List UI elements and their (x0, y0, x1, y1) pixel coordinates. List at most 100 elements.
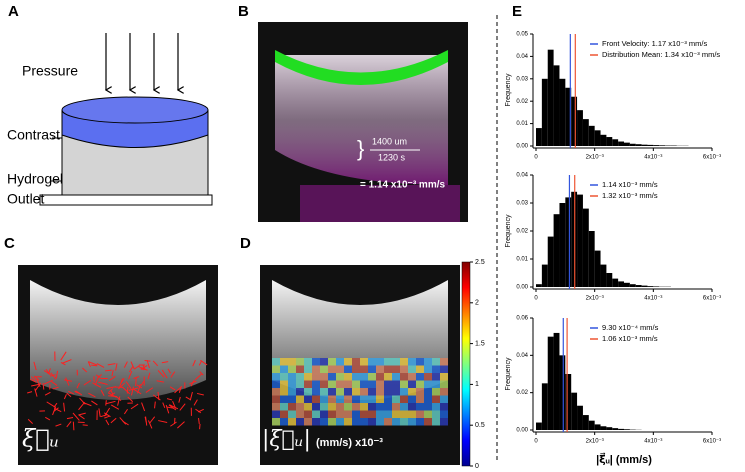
map-cell (304, 403, 312, 411)
x-tick-label: 2x10⁻³ (586, 155, 604, 161)
vector (147, 372, 151, 380)
panel-letter: D (240, 235, 251, 252)
map-cell (376, 373, 384, 381)
vector (125, 381, 132, 390)
bar (624, 429, 630, 430)
bar (547, 49, 554, 146)
legend-label: 1.32 x10⁻³ mm/s (602, 191, 658, 200)
map-cell (312, 403, 320, 411)
map-cell (376, 380, 384, 388)
vector (100, 389, 105, 397)
map-cell (416, 410, 424, 418)
vector (158, 420, 168, 423)
map-cell (328, 365, 336, 373)
symbol: ξ⃗ᵤ (22, 425, 59, 453)
map-cell (408, 365, 416, 373)
map-cell (384, 365, 392, 373)
map-cell (328, 403, 336, 411)
map-cell (288, 403, 296, 411)
vector (130, 386, 134, 396)
colorbar-tick-label: 1 (475, 381, 479, 388)
vector (27, 418, 33, 424)
map-cell (320, 358, 328, 366)
colorbar-tick-label: 0 (475, 463, 479, 470)
y-tick-label: 0.01 (516, 257, 528, 263)
vector (78, 401, 86, 411)
map-cell (376, 410, 384, 418)
y-tick-label: 0.02 (516, 229, 528, 235)
map-cell (416, 380, 424, 388)
vector (152, 360, 159, 367)
map-cell (336, 388, 344, 396)
numerator: 1400 um (372, 136, 407, 146)
bar (659, 145, 666, 146)
bar (624, 282, 630, 287)
bar (553, 332, 560, 430)
vector (161, 369, 168, 379)
map-cell (440, 388, 448, 396)
map-cell (384, 410, 392, 418)
vector (123, 361, 128, 368)
vector (45, 416, 51, 421)
map-cell (312, 410, 320, 418)
map-cell (328, 418, 336, 426)
map-cell (408, 358, 416, 366)
vector (144, 416, 147, 423)
vector (156, 380, 165, 383)
label: Pressure (22, 63, 78, 79)
vector (178, 396, 181, 403)
map-cell (416, 365, 424, 373)
map-cell (344, 373, 352, 381)
vector (52, 406, 57, 416)
map-cell (440, 373, 448, 381)
colorbar-tick-label: 1.5 (475, 340, 485, 347)
pressure-arrows (106, 33, 178, 90)
vector (60, 351, 67, 361)
map-cell (336, 395, 344, 403)
y-tick-label: 0.05 (516, 32, 528, 38)
vector (106, 386, 117, 389)
map-cell (304, 388, 312, 396)
vector-field (27, 351, 208, 431)
map-cell (352, 373, 360, 381)
map-cell (352, 403, 360, 411)
vector (63, 379, 73, 382)
bar (577, 405, 583, 430)
map-cell (432, 403, 440, 411)
map-cell (368, 395, 376, 403)
map-cell (360, 358, 368, 366)
vector (87, 361, 91, 368)
map-cell (424, 395, 432, 403)
map-cell (400, 373, 408, 381)
bar (547, 236, 554, 287)
map-cell (376, 388, 384, 396)
vector (133, 376, 140, 379)
map-cell (312, 380, 320, 388)
map-cell (344, 380, 352, 388)
map-cell (392, 395, 400, 403)
map-cell (408, 395, 416, 403)
vector (82, 367, 88, 373)
bar (553, 65, 560, 146)
vector (174, 386, 182, 394)
vector (110, 417, 117, 424)
vector (138, 366, 145, 371)
map-cell (312, 358, 320, 366)
map-cell (408, 410, 416, 418)
vector (43, 370, 51, 376)
map-cell (392, 418, 400, 426)
map-cell (344, 410, 352, 418)
symbol: |ξ⃗ᵤ| (262, 427, 311, 452)
vector (36, 379, 41, 388)
x-tick-label: 0 (534, 296, 538, 302)
colorbar-tick-label: 2.5 (475, 259, 485, 266)
map-cell (408, 373, 416, 381)
map-cell (288, 373, 296, 381)
map-cell (336, 418, 344, 426)
vector (196, 392, 204, 396)
vector (193, 399, 198, 406)
vector (107, 363, 116, 366)
bar (541, 264, 548, 287)
map-cell (288, 365, 296, 373)
map-cell (440, 380, 448, 388)
